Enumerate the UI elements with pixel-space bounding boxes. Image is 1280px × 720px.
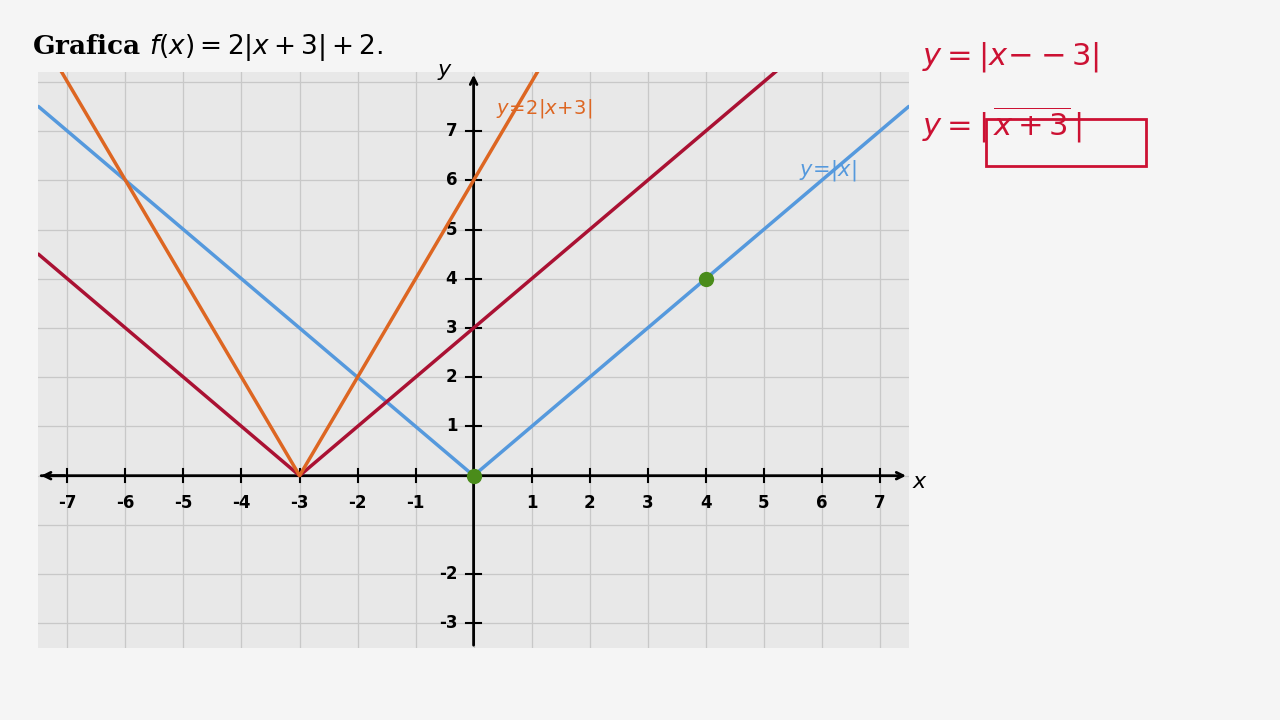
Text: 3: 3: [445, 319, 457, 337]
Text: 2: 2: [445, 368, 457, 386]
Text: -3: -3: [439, 614, 457, 632]
Text: $y\!=\!2|x\!+\!3|$: $y\!=\!2|x\!+\!3|$: [495, 96, 591, 120]
Text: 7: 7: [874, 495, 886, 513]
Text: Grafica $f(x) = 2|x + 3| + 2.$: Grafica $f(x) = 2|x + 3| + 2.$: [32, 32, 383, 63]
Text: 7: 7: [445, 122, 457, 140]
Text: 5: 5: [445, 220, 457, 238]
Text: 2: 2: [584, 495, 595, 513]
Text: 4: 4: [445, 270, 457, 288]
Text: $x$: $x$: [911, 472, 928, 492]
Text: -1: -1: [406, 495, 425, 513]
Text: 1: 1: [445, 418, 457, 436]
Text: 4: 4: [700, 495, 712, 513]
Text: $y$: $y$: [436, 62, 453, 82]
Text: -2: -2: [439, 565, 457, 583]
Text: $y = |\,\overline{x+3}\,|$: $y = |\,\overline{x+3}\,|$: [922, 104, 1082, 145]
Text: 3: 3: [641, 495, 654, 513]
Text: 1: 1: [526, 495, 538, 513]
Text: -5: -5: [174, 495, 193, 513]
Text: $y\!=\!|x|$: $y\!=\!|x|$: [799, 158, 856, 183]
Text: 6: 6: [445, 171, 457, 189]
Text: 5: 5: [758, 495, 769, 513]
Text: -3: -3: [291, 495, 308, 513]
Text: -7: -7: [58, 495, 77, 513]
Text: -2: -2: [348, 495, 367, 513]
Text: $y = |x\!-\!-3|$: $y = |x\!-\!-3|$: [922, 40, 1100, 73]
Text: -4: -4: [232, 495, 251, 513]
Text: 6: 6: [817, 495, 827, 513]
Text: -6: -6: [116, 495, 134, 513]
